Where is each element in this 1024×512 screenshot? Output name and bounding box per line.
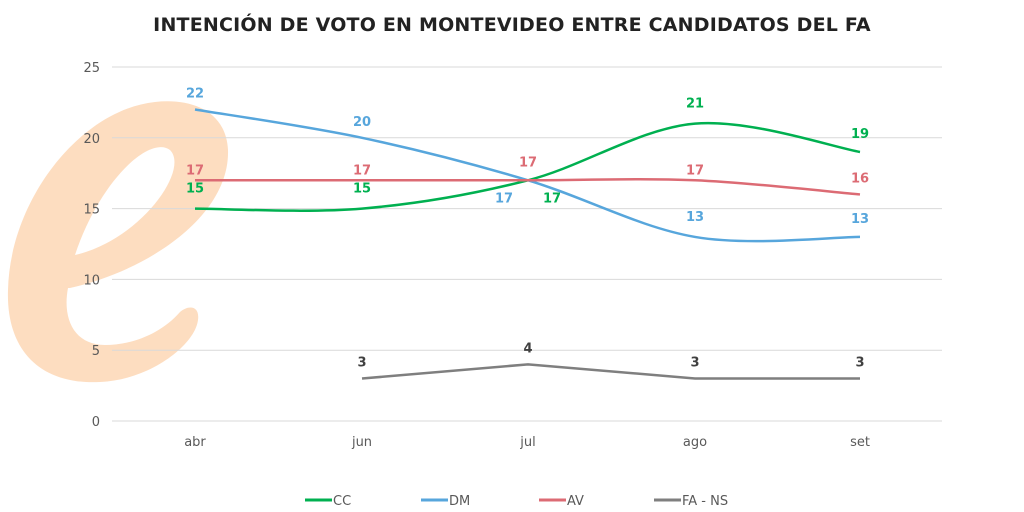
series-line-fa-ns: [361, 363, 860, 380]
x-tick-label: abr: [184, 435, 206, 450]
data-label: 16: [851, 171, 869, 186]
y-tick-label: 0: [92, 415, 100, 430]
y-tick-label: 20: [83, 132, 100, 147]
data-label: 17: [353, 163, 371, 178]
series-line-av: [194, 177, 861, 196]
data-label: 3: [855, 356, 864, 371]
logo-watermark: [7, 101, 229, 383]
y-tick-label: 15: [83, 203, 100, 218]
data-label: 22: [186, 86, 204, 101]
data-label: 13: [686, 210, 704, 225]
data-label: 3: [357, 356, 366, 371]
chart-title: INTENCIÓN DE VOTO EN MONTEVIDEO ENTRE CA…: [153, 14, 871, 36]
y-tick-label: 25: [83, 61, 100, 76]
data-label: 21: [686, 97, 704, 112]
x-tick-label: jun: [351, 435, 372, 450]
data-label: 15: [186, 182, 204, 197]
data-label: 13: [851, 212, 869, 227]
legend-label: CC: [333, 494, 351, 509]
data-label: 20: [353, 115, 371, 130]
data-label: 4: [523, 341, 532, 356]
data-label: 17: [519, 155, 537, 170]
data-label: 3: [690, 356, 699, 371]
data-label: 17: [495, 191, 513, 206]
y-tick-label: 5: [92, 344, 100, 359]
x-tick-label: ago: [683, 435, 707, 450]
y-tick-label: 10: [83, 273, 100, 288]
data-label: 15: [353, 182, 371, 197]
legend-label: AV: [567, 494, 584, 509]
legend-label: DM: [449, 494, 470, 509]
x-tick-label: jul: [519, 435, 535, 450]
data-label: 19: [851, 127, 869, 142]
data-label: 17: [186, 163, 204, 178]
legend-label: FA - NS: [682, 494, 728, 509]
data-label: 17: [686, 163, 704, 178]
x-tick-label: set: [850, 435, 870, 450]
data-label: 17: [543, 191, 561, 206]
